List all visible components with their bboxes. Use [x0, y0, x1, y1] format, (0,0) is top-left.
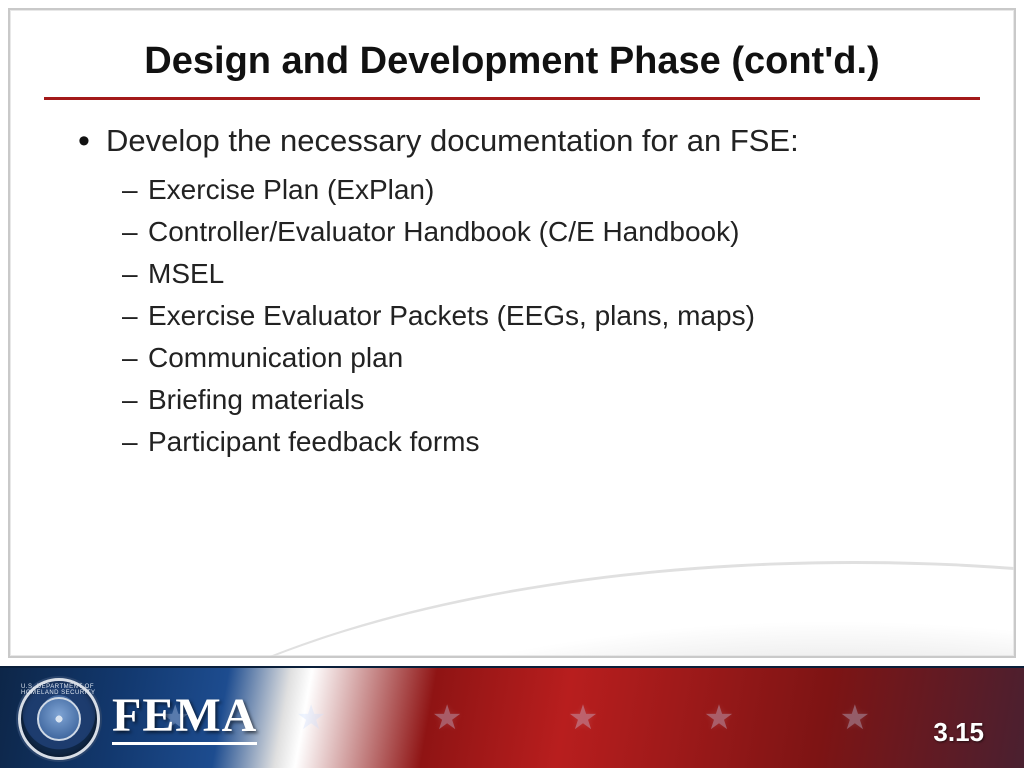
lead-bullet: Develop the necessary documentation for … — [78, 122, 838, 161]
list-item: Briefing materials — [122, 379, 962, 421]
slide-content: Develop the necessary documentation for … — [10, 118, 1014, 463]
list-item: MSEL — [122, 253, 962, 295]
seal-eagle-icon — [37, 697, 81, 741]
page-number: 3.15 — [933, 717, 984, 748]
sub-bullet-list: Exercise Plan (ExPlan) Controller/Evalua… — [122, 169, 962, 463]
slide-title: Design and Development Phase (cont'd.) — [10, 10, 1014, 97]
decorative-arc — [34, 576, 1016, 658]
list-item: Participant feedback forms — [122, 421, 962, 463]
list-item: Exercise Plan (ExPlan) — [122, 169, 962, 211]
slide-frame: Design and Development Phase (cont'd.) D… — [8, 8, 1016, 658]
list-item: Communication plan — [122, 337, 962, 379]
footer-banner: ★ ★ ★ ★ ★ ★ U.S. DEPARTMENT OF HOMELAND … — [0, 666, 1024, 768]
decorative-arc-line — [54, 561, 1016, 658]
dhs-seal-icon: U.S. DEPARTMENT OF HOMELAND SECURITY — [18, 678, 100, 760]
list-item: Controller/Evaluator Handbook (C/E Handb… — [122, 211, 962, 253]
list-item: Exercise Evaluator Packets (EEGs, plans,… — [122, 295, 962, 337]
title-divider — [44, 97, 980, 100]
agency-logo-text: FEMA — [112, 692, 257, 745]
